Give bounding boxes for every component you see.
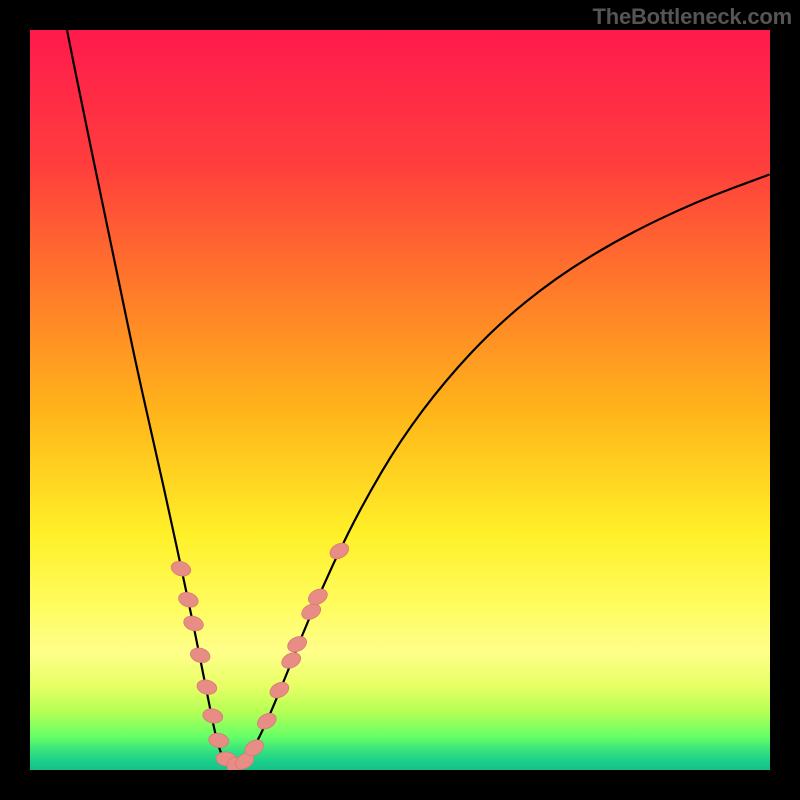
bottleneck-chart <box>30 30 770 770</box>
gradient-background <box>30 30 770 770</box>
attribution-text: TheBottleneck.com <box>592 4 792 30</box>
chart-frame: TheBottleneck.com <box>0 0 800 800</box>
plot-area <box>30 30 770 770</box>
